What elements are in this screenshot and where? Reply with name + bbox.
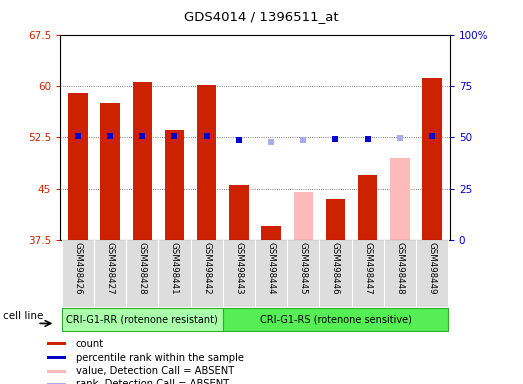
Bar: [165, 131, 184, 240]
Text: GSM498448: GSM498448: [395, 242, 404, 295]
Text: GSM498445: GSM498445: [299, 242, 308, 295]
Bar: [126, 240, 158, 307]
Point: [106, 133, 114, 139]
Bar: [133, 83, 152, 240]
Text: GSM498427: GSM498427: [106, 242, 115, 295]
Bar: [423, 78, 442, 240]
Point: [363, 136, 372, 142]
Text: CRI-G1-RS (rotenone sensitive): CRI-G1-RS (rotenone sensitive): [259, 314, 412, 325]
Point: [202, 133, 211, 139]
Bar: [100, 103, 120, 240]
Point: [235, 137, 243, 144]
Bar: [197, 84, 217, 240]
Bar: [62, 308, 223, 331]
Text: GSM498442: GSM498442: [202, 242, 211, 295]
Point: [428, 133, 436, 139]
Bar: [384, 240, 416, 307]
Bar: [190, 240, 223, 307]
Bar: [229, 185, 248, 240]
Bar: [223, 308, 448, 331]
Point: [170, 133, 179, 139]
Text: count: count: [75, 339, 104, 349]
Text: GSM498428: GSM498428: [138, 242, 147, 295]
Bar: [255, 240, 287, 307]
Text: GSM498446: GSM498446: [331, 242, 340, 295]
Text: value, Detection Call = ABSENT: value, Detection Call = ABSENT: [75, 366, 234, 376]
Point: [138, 133, 146, 139]
Point: [74, 133, 82, 139]
Text: GDS4014 / 1396511_at: GDS4014 / 1396511_at: [184, 10, 339, 23]
Bar: [47, 370, 66, 372]
Bar: [287, 240, 320, 307]
Bar: [293, 192, 313, 240]
Text: GSM498449: GSM498449: [428, 242, 437, 295]
Bar: [262, 226, 281, 240]
Point: [331, 136, 339, 142]
Bar: [158, 240, 190, 307]
Text: percentile rank within the sample: percentile rank within the sample: [75, 353, 244, 362]
Bar: [62, 240, 94, 307]
Point: [267, 139, 275, 146]
Bar: [326, 199, 345, 240]
Bar: [390, 158, 410, 240]
Text: GSM498426: GSM498426: [73, 242, 82, 295]
Text: GSM498441: GSM498441: [170, 242, 179, 295]
Text: CRI-G1-RR (rotenone resistant): CRI-G1-RR (rotenone resistant): [66, 314, 218, 325]
Text: GSM498444: GSM498444: [267, 242, 276, 295]
Bar: [358, 175, 377, 240]
Point: [299, 137, 308, 144]
Bar: [68, 93, 87, 240]
Bar: [47, 382, 66, 384]
Text: GSM498443: GSM498443: [234, 242, 243, 295]
Bar: [416, 240, 448, 307]
Bar: [94, 240, 126, 307]
Text: GSM498447: GSM498447: [363, 242, 372, 295]
Bar: [47, 356, 66, 359]
Text: rank, Detection Call = ABSENT: rank, Detection Call = ABSENT: [75, 379, 229, 384]
Text: cell line: cell line: [3, 311, 43, 321]
Bar: [223, 240, 255, 307]
Bar: [351, 240, 384, 307]
Bar: [320, 240, 351, 307]
Bar: [47, 342, 66, 345]
Point: [396, 135, 404, 141]
